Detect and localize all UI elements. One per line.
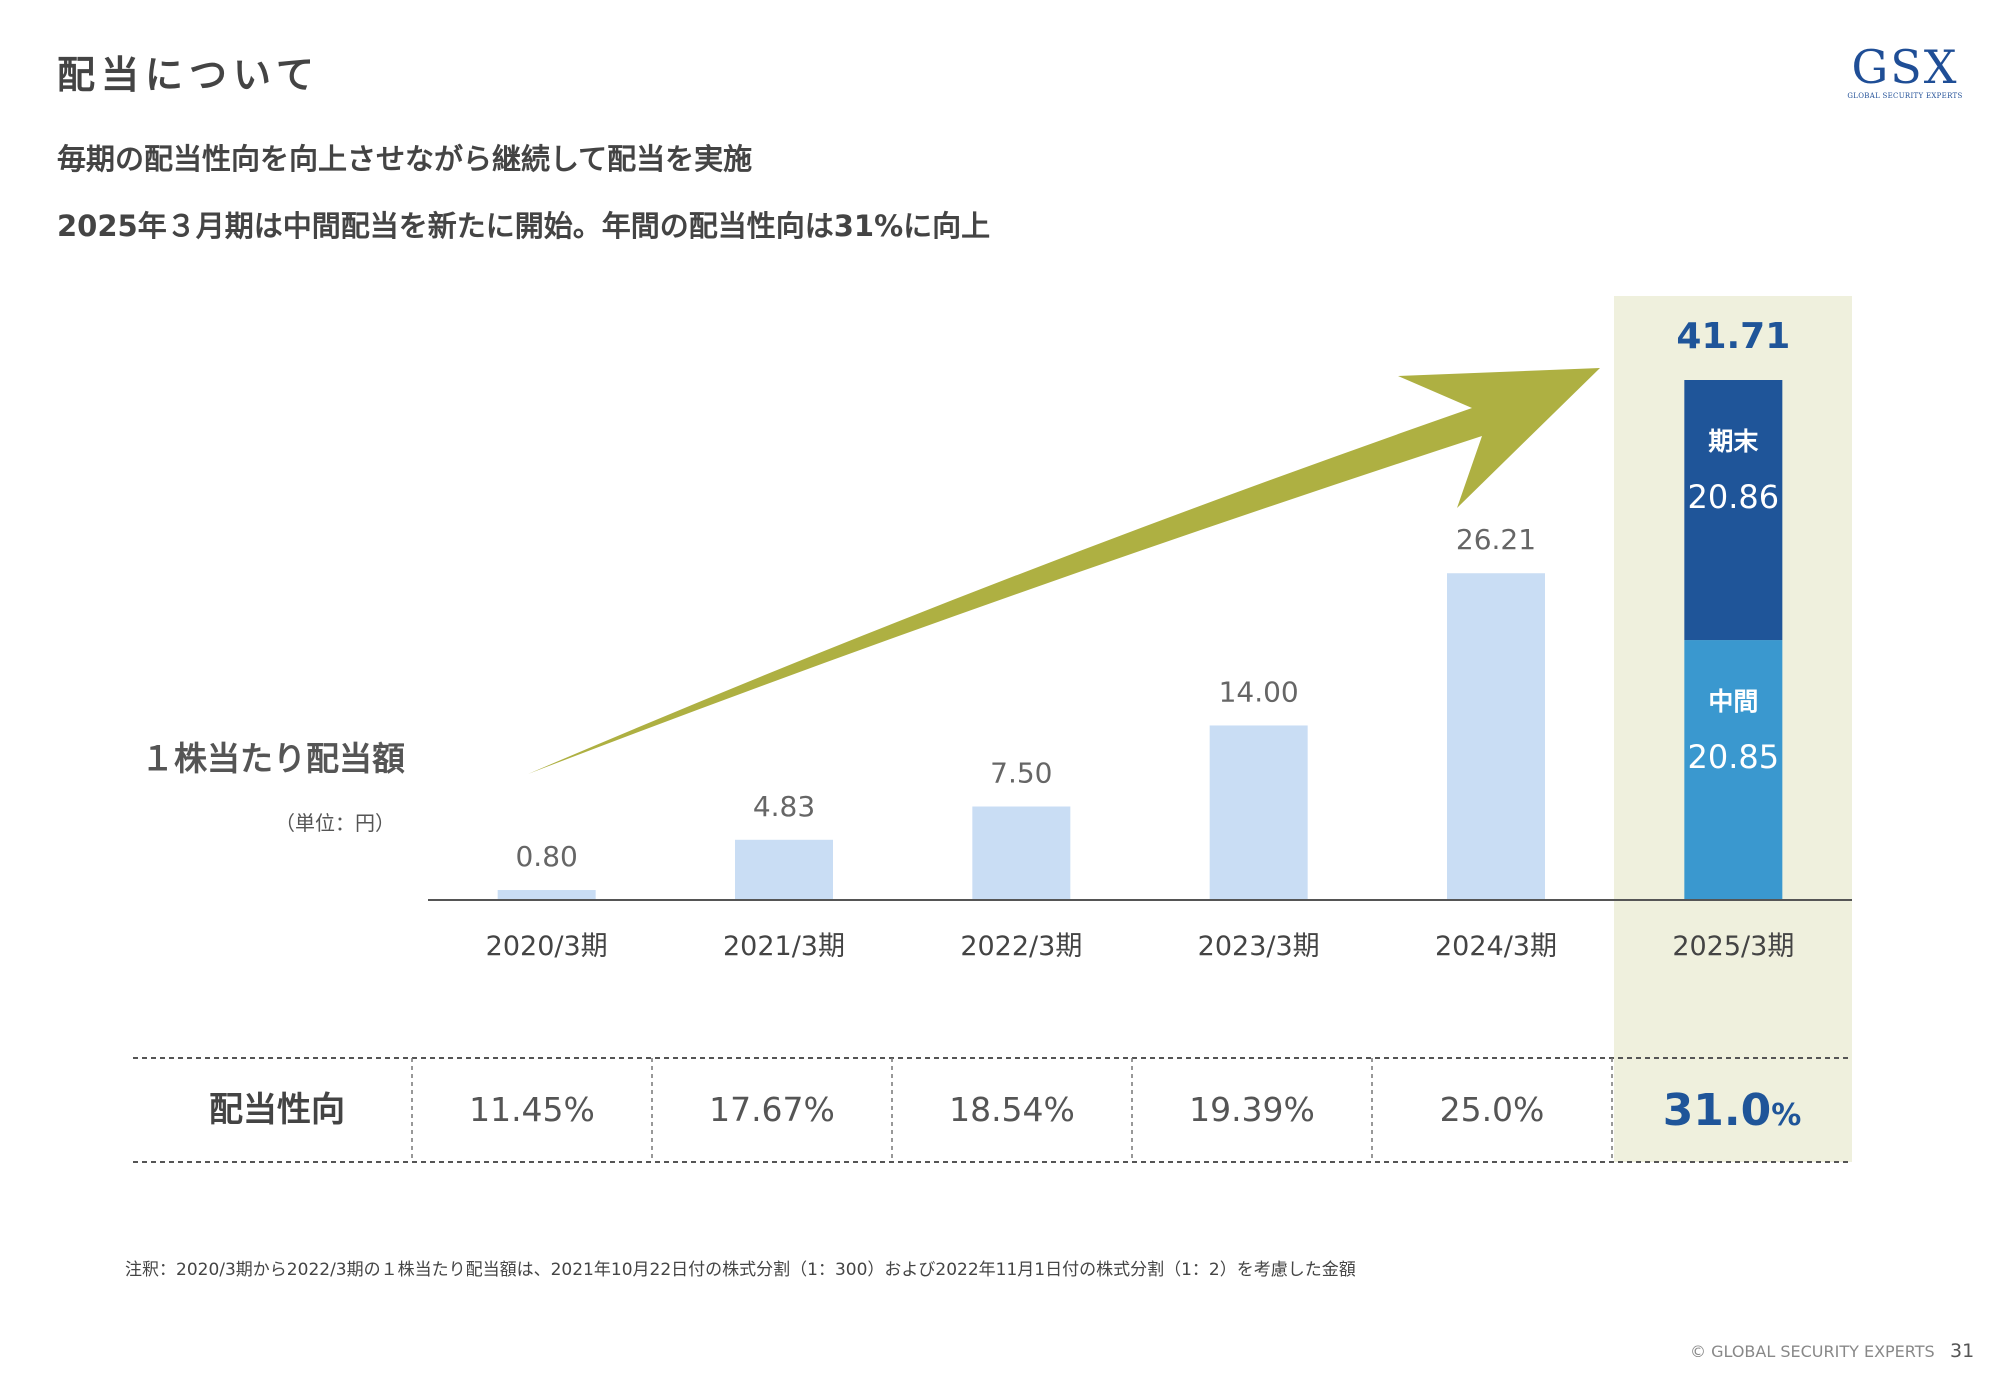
bar bbox=[1447, 573, 1545, 900]
trend-arrow bbox=[528, 368, 1600, 774]
segment-value-label: 20.85 bbox=[1688, 738, 1780, 776]
copyright: © GLOBAL SECURITY EXPERTS bbox=[1690, 1342, 1935, 1361]
bar-value-label: 7.50 bbox=[990, 756, 1052, 789]
category-label: 2021/3期 bbox=[723, 931, 845, 962]
payout-table: 配当性向 11.45% 17.67% 18.54% 19.39% 25.0% 31.0% bbox=[133, 1057, 1852, 1163]
bar bbox=[735, 839, 833, 900]
bar-segment-期末 bbox=[1684, 380, 1783, 641]
bar-value-label: 4.83 bbox=[753, 790, 815, 823]
payout-highlight-number: 31.0 bbox=[1663, 1085, 1772, 1136]
bar bbox=[1209, 725, 1308, 900]
page-title: 配当について bbox=[57, 53, 320, 97]
page-number: 31 bbox=[1950, 1340, 1975, 1362]
y-axis-label: １株当たり配当額 bbox=[141, 739, 405, 778]
bar-value-label: 14.00 bbox=[1219, 675, 1299, 708]
category-label: 2023/3期 bbox=[1198, 931, 1320, 962]
payout-highlight: 31.0% bbox=[1663, 1085, 1802, 1136]
bar bbox=[972, 806, 1071, 900]
bar bbox=[497, 890, 596, 900]
subtitle-1: 毎期の配当性向を向上させながら継続して配当を実施 bbox=[57, 142, 753, 176]
payout-highlight-unit: % bbox=[1771, 1098, 1801, 1133]
category-label: 2025/3期 bbox=[1672, 931, 1794, 962]
bar-segment-中間 bbox=[1684, 640, 1783, 900]
segment-name-label: 中間 bbox=[1708, 687, 1758, 716]
unit-label: （単位：円） bbox=[275, 811, 395, 835]
payout-value: 11.45% bbox=[469, 1090, 595, 1129]
bar-total-label: 41.71 bbox=[1676, 316, 1790, 357]
subtitle-2: 2025年３月期は中間配当を新たに開始。年間の配当性向は31%に向上 bbox=[57, 209, 991, 243]
payout-value: 19.39% bbox=[1189, 1090, 1315, 1129]
payout-value: 25.0% bbox=[1440, 1090, 1545, 1129]
bar-value-label: 0.80 bbox=[515, 840, 577, 873]
payout-value: 18.54% bbox=[949, 1090, 1075, 1129]
segment-name-label: 期末 bbox=[1708, 427, 1758, 456]
logo-text: GSX bbox=[1851, 40, 1959, 94]
payout-value: 17.67% bbox=[709, 1090, 835, 1129]
gsx-logo: GSX GLOBAL SECURITY EXPERTS bbox=[1840, 42, 1970, 100]
payout-row-label: 配当性向 bbox=[209, 1090, 345, 1130]
category-label: 2024/3期 bbox=[1435, 931, 1557, 962]
category-label: 2020/3期 bbox=[486, 931, 608, 962]
segment-value-label: 20.86 bbox=[1688, 478, 1780, 516]
logo-subtext: GLOBAL SECURITY EXPERTS bbox=[1847, 92, 1963, 100]
category-label: 2022/3期 bbox=[960, 931, 1082, 962]
dividend-chart: 0.80 2020/3期 4.83 2021/3期 7.50 2022/3期 14.00 20… bbox=[133, 296, 1852, 1163]
footnote: 注釈：2020/3期から2022/3期の１株当たり配当額は、2021年10月22… bbox=[125, 1260, 1356, 1280]
bar-value-label: 26.21 bbox=[1456, 523, 1536, 556]
